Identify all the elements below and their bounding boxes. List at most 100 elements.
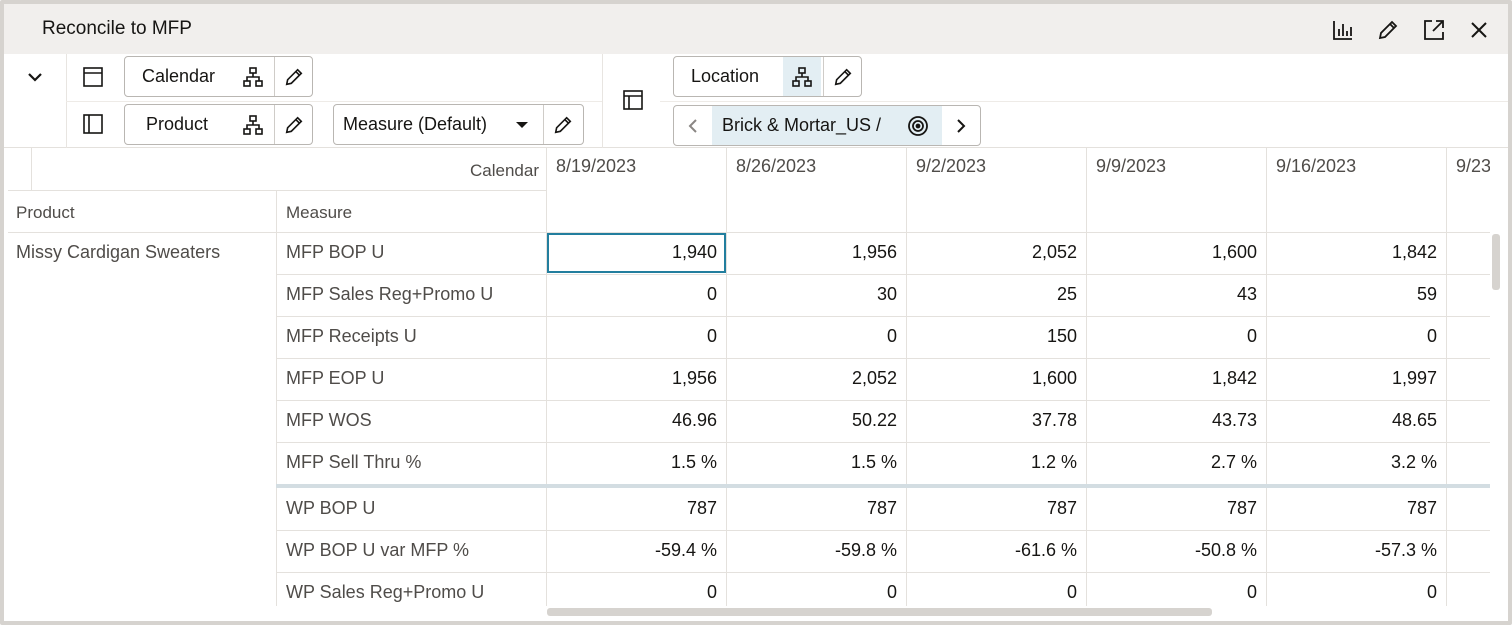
chip-divider bbox=[274, 57, 275, 96]
grid-cell[interactable]: 0 bbox=[706, 284, 717, 304]
grid-cell[interactable]: 0 bbox=[1246, 582, 1257, 602]
caret-down-icon[interactable] bbox=[503, 105, 541, 144]
grid-cell[interactable]: -50.8 % bbox=[1194, 540, 1257, 560]
toolbar-row-divider bbox=[660, 101, 1508, 102]
grid-cell[interactable]: 0 bbox=[1426, 582, 1437, 602]
header-bottom-line bbox=[8, 232, 1490, 233]
grid-cell[interactable]: 787 bbox=[866, 498, 897, 518]
grid-cell[interactable]: 1,842 bbox=[1211, 368, 1257, 388]
grid-cell[interactable]: -59.8 % bbox=[834, 540, 897, 560]
col-divider bbox=[1266, 148, 1267, 606]
date-header[interactable]: 8/19/2023 bbox=[556, 156, 637, 176]
grid-cell[interactable]: 0 bbox=[886, 582, 897, 602]
grid-cell[interactable]: 50.22 bbox=[851, 410, 897, 430]
grid-cell[interactable]: 0 bbox=[1426, 326, 1437, 346]
rows-layout-icon bbox=[80, 111, 106, 137]
grid-cell[interactable]: 2.7 % bbox=[1210, 452, 1257, 472]
grid-cell[interactable]: 1,600 bbox=[1211, 242, 1257, 262]
col-divider bbox=[1086, 148, 1087, 606]
grid-cell[interactable]: 1,956 bbox=[851, 242, 897, 262]
location-value-area[interactable]: Brick & Mortar_US / bbox=[712, 106, 942, 145]
grid-cell[interactable]: 3.2 % bbox=[1390, 452, 1437, 472]
grid-cell[interactable]: 787 bbox=[1046, 498, 1077, 518]
grid-cell[interactable]: 1,842 bbox=[1391, 242, 1437, 262]
grid-cell[interactable]: 0 bbox=[1246, 326, 1257, 346]
vertical-scroll-thumb[interactable] bbox=[1492, 234, 1500, 290]
grid-cell[interactable]: 1,997 bbox=[1391, 368, 1437, 388]
expand-icon[interactable] bbox=[1421, 17, 1447, 43]
grid-cell[interactable]: -61.6 % bbox=[1014, 540, 1077, 560]
row-divider bbox=[276, 316, 1490, 317]
grid-cell[interactable]: 48.65 bbox=[1391, 410, 1437, 430]
grid-cell[interactable]: 43.73 bbox=[1211, 410, 1257, 430]
edit-icon[interactable] bbox=[544, 105, 582, 144]
hierarchy-icon[interactable] bbox=[234, 57, 272, 96]
location-selector[interactable]: Brick & Mortar_US / bbox=[673, 105, 981, 146]
grid-cell[interactable]: 37.78 bbox=[1031, 410, 1077, 430]
measure-column-header[interactable]: Measure bbox=[286, 203, 353, 222]
vertical-scrollbar[interactable] bbox=[1490, 148, 1508, 606]
grid-cell[interactable]: 1,956 bbox=[671, 368, 717, 388]
date-header[interactable]: 9/16/2023 bbox=[1276, 156, 1357, 176]
product-column-header[interactable]: Product bbox=[16, 203, 75, 222]
date-header[interactable]: 8/26/2023 bbox=[736, 156, 817, 176]
grid-cell[interactable]: 1,600 bbox=[1031, 368, 1077, 388]
row-divider bbox=[276, 400, 1490, 401]
grid-cell[interactable]: 787 bbox=[1406, 498, 1437, 518]
edit-icon[interactable] bbox=[1375, 17, 1401, 43]
edit-icon[interactable] bbox=[824, 57, 862, 96]
chart-icon[interactable] bbox=[1330, 17, 1356, 43]
grid-cell[interactable]: 30 bbox=[876, 284, 897, 304]
grid-cell[interactable]: 0 bbox=[1066, 582, 1077, 602]
chevron-down-icon[interactable] bbox=[22, 64, 48, 90]
selected-cell[interactable] bbox=[547, 233, 726, 273]
grid-cell[interactable]: 0 bbox=[706, 582, 717, 602]
grid-cell[interactable]: 46.96 bbox=[671, 410, 717, 430]
date-header[interactable]: 9/2/2023 bbox=[916, 156, 987, 176]
horizontal-scroll-thumb[interactable] bbox=[547, 608, 1212, 616]
product-chip-label: Product bbox=[146, 114, 209, 134]
edit-icon[interactable] bbox=[275, 105, 313, 144]
date-header[interactable]: 9/9/2023 bbox=[1096, 156, 1167, 176]
grid-cell[interactable]: 150 bbox=[1046, 326, 1077, 346]
pivot-layout-icon[interactable] bbox=[620, 87, 646, 113]
target-icon[interactable] bbox=[906, 114, 930, 138]
product-value[interactable]: Missy Cardigan Sweaters bbox=[16, 242, 221, 262]
hierarchy-icon[interactable] bbox=[234, 105, 272, 144]
product-measure-divider bbox=[276, 190, 277, 606]
grid-cell[interactable]: 1,940 bbox=[671, 242, 717, 262]
location-chip-label: Location bbox=[691, 66, 760, 86]
row-divider bbox=[276, 358, 1490, 359]
measure-label: MFP EOP U bbox=[286, 368, 385, 388]
edit-icon[interactable] bbox=[275, 57, 313, 96]
grid-cell[interactable]: 1.5 % bbox=[670, 452, 717, 472]
measure-label: MFP BOP U bbox=[286, 242, 385, 262]
toolbar-divider bbox=[602, 54, 603, 148]
grid-cell[interactable]: 2,052 bbox=[1031, 242, 1077, 262]
chevron-left-icon[interactable] bbox=[674, 106, 712, 145]
grid-cell[interactable]: 1.2 % bbox=[1030, 452, 1077, 472]
hierarchy-icon[interactable] bbox=[783, 57, 821, 96]
grid-cell[interactable]: 1.5 % bbox=[850, 452, 897, 472]
grid-cell[interactable]: 59 bbox=[1416, 284, 1437, 304]
grid-cell[interactable]: 43 bbox=[1236, 284, 1257, 304]
horizontal-scrollbar[interactable] bbox=[4, 606, 1508, 621]
measure-select[interactable]: Measure (Default) bbox=[333, 104, 584, 145]
grid-cell[interactable]: 787 bbox=[686, 498, 717, 518]
grid-cell[interactable]: 25 bbox=[1056, 284, 1077, 304]
grid-cell[interactable]: -59.4 % bbox=[654, 540, 717, 560]
close-icon[interactable] bbox=[1466, 17, 1492, 43]
location-chip[interactable]: Location bbox=[673, 56, 862, 97]
col-divider bbox=[546, 148, 547, 606]
col-divider bbox=[1446, 148, 1447, 606]
grid-cell[interactable]: 787 bbox=[1226, 498, 1257, 518]
product-chip[interactable]: Product bbox=[124, 104, 313, 145]
calendar-chip[interactable]: Calendar bbox=[124, 56, 313, 97]
chevron-right-icon[interactable] bbox=[942, 106, 980, 145]
grid-cell[interactable]: -57.3 % bbox=[1374, 540, 1437, 560]
grid-cell[interactable]: 2,052 bbox=[851, 368, 897, 388]
grid-cell[interactable]: 0 bbox=[706, 326, 717, 346]
date-header[interactable]: 9/23 bbox=[1456, 156, 1490, 176]
grid-cell[interactable]: 0 bbox=[886, 326, 897, 346]
chip-divider bbox=[823, 57, 824, 96]
